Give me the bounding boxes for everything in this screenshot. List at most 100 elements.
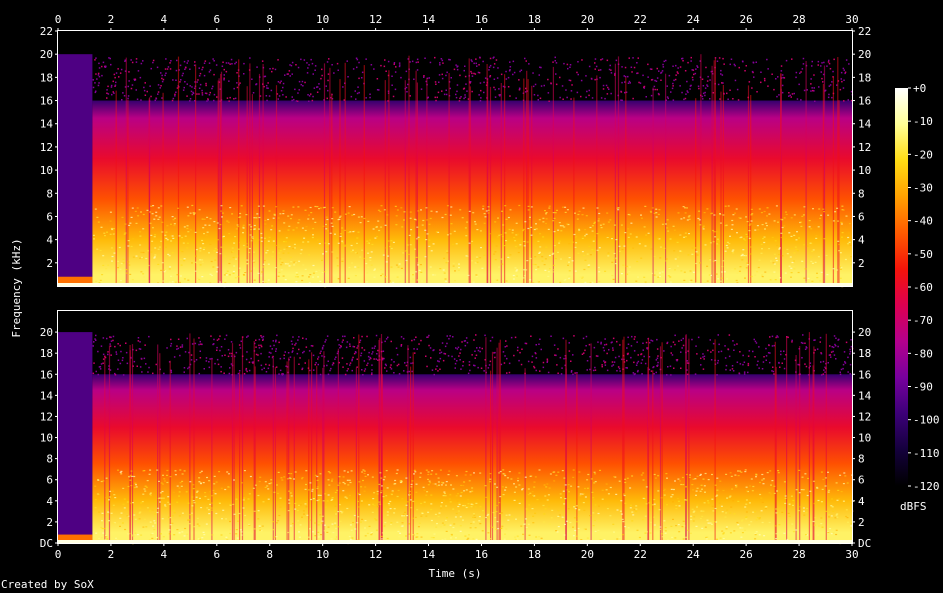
energy-speck bbox=[672, 488, 675, 491]
energy-speck bbox=[830, 515, 833, 517]
energy-speck bbox=[730, 475, 733, 477]
noise-speck bbox=[126, 362, 129, 365]
energy-speck bbox=[312, 498, 315, 500]
energy-speck bbox=[501, 525, 504, 527]
energy-speck bbox=[463, 490, 466, 492]
energy-speck bbox=[518, 502, 521, 504]
energy-speck bbox=[102, 255, 105, 257]
energy-speck bbox=[544, 258, 547, 260]
noise-speck bbox=[350, 95, 353, 98]
noise-speck bbox=[282, 82, 285, 85]
noise-speck bbox=[99, 366, 102, 368]
energy-speck bbox=[314, 522, 317, 524]
energy-speck bbox=[579, 493, 582, 495]
energy-speck bbox=[240, 531, 243, 533]
noise-speck bbox=[696, 65, 698, 67]
noise-speck bbox=[504, 346, 506, 348]
noise-speck bbox=[767, 85, 769, 87]
noise-speck bbox=[304, 362, 306, 364]
energy-speck bbox=[516, 535, 519, 537]
energy-speck bbox=[839, 268, 842, 270]
noise-speck bbox=[540, 66, 542, 69]
streak bbox=[490, 370, 492, 543]
noise-speck bbox=[569, 66, 571, 68]
x-tick-label: 26 bbox=[740, 13, 753, 26]
noise-speck bbox=[125, 351, 128, 354]
energy-speck bbox=[154, 234, 157, 236]
energy-speck bbox=[672, 501, 674, 503]
energy-speck bbox=[604, 270, 607, 272]
energy-speck bbox=[551, 509, 554, 511]
noise-speck bbox=[307, 94, 309, 96]
x-tick-label: 8 bbox=[266, 548, 273, 561]
streak bbox=[169, 360, 171, 543]
noise-speck bbox=[176, 345, 178, 347]
energy-speck bbox=[788, 232, 791, 234]
noise-speck bbox=[727, 98, 729, 100]
energy-speck bbox=[462, 505, 465, 507]
noise-speck bbox=[849, 350, 852, 353]
energy-speck bbox=[474, 527, 477, 529]
energy-speck bbox=[329, 472, 332, 474]
energy-speck bbox=[457, 510, 460, 512]
energy-speck bbox=[242, 226, 245, 228]
energy-speck bbox=[121, 216, 124, 218]
energy-speck bbox=[312, 276, 315, 278]
energy-speck bbox=[623, 245, 626, 247]
energy-speck bbox=[156, 469, 159, 471]
noise-speck bbox=[802, 63, 805, 65]
noise-speck bbox=[760, 81, 762, 84]
noise-speck bbox=[524, 57, 526, 60]
noise-speck bbox=[633, 361, 635, 364]
noise-speck bbox=[357, 345, 359, 347]
streak bbox=[489, 86, 492, 287]
energy-speck bbox=[486, 514, 489, 517]
energy-speck bbox=[764, 271, 767, 273]
noise-speck bbox=[207, 98, 209, 100]
noise-speck bbox=[237, 372, 240, 375]
energy-speck bbox=[399, 534, 402, 536]
noise-speck bbox=[460, 96, 462, 98]
noise-speck bbox=[437, 370, 439, 372]
energy-speck bbox=[383, 525, 386, 527]
energy-speck bbox=[331, 523, 334, 525]
energy-speck bbox=[382, 496, 385, 498]
energy-speck bbox=[823, 238, 826, 240]
energy-speck bbox=[665, 258, 668, 260]
y-axis-label: Frequency (kHz) bbox=[10, 238, 23, 337]
noise-speck bbox=[114, 374, 117, 376]
noise-speck bbox=[480, 89, 482, 92]
energy-speck bbox=[422, 265, 425, 267]
noise-speck bbox=[628, 80, 631, 83]
energy-speck bbox=[281, 479, 284, 481]
noise-speck bbox=[824, 366, 826, 369]
streak bbox=[322, 367, 324, 543]
noise-speck bbox=[240, 340, 242, 342]
energy-speck bbox=[196, 277, 199, 279]
noise-speck bbox=[140, 99, 142, 101]
energy-speck bbox=[105, 497, 108, 499]
energy-speck bbox=[688, 233, 690, 235]
noise-speck bbox=[403, 370, 405, 372]
energy-speck bbox=[133, 486, 136, 489]
energy-speck bbox=[120, 262, 123, 265]
energy-speck bbox=[810, 256, 812, 258]
energy-speck bbox=[253, 251, 256, 253]
energy-speck bbox=[445, 280, 448, 282]
energy-speck bbox=[611, 238, 613, 240]
noise-speck bbox=[125, 342, 127, 344]
energy-speck bbox=[234, 236, 237, 238]
energy-speck bbox=[452, 488, 455, 490]
noise-speck bbox=[570, 360, 572, 362]
energy-speck bbox=[356, 242, 358, 244]
energy-speck bbox=[409, 217, 412, 219]
energy-speck bbox=[161, 262, 164, 264]
energy-speck bbox=[446, 234, 449, 236]
energy-speck bbox=[316, 206, 319, 208]
noise-speck bbox=[572, 354, 574, 356]
streak bbox=[747, 85, 750, 287]
noise-speck bbox=[305, 338, 307, 340]
noise-speck bbox=[474, 364, 476, 367]
energy-speck bbox=[279, 213, 282, 215]
